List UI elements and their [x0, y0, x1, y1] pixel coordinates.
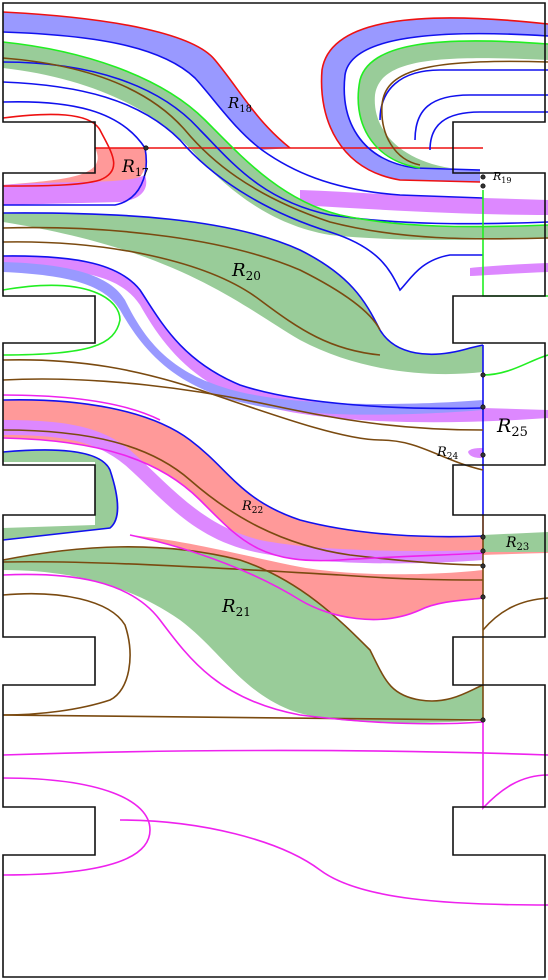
curve-blue — [2, 398, 484, 538]
curve-brown — [2, 358, 484, 471]
region-r19-fill — [300, 190, 548, 215]
curve-brown — [2, 714, 484, 721]
label-r20: R20 — [231, 260, 261, 283]
left-small-green — [3, 449, 118, 540]
curves — [2, 11, 548, 906]
region-labels: R17 R18 R19 R20 R21 R22 R23 R24 R25 — [121, 94, 529, 619]
curve-brown — [482, 597, 548, 631]
label-r19: R19 — [492, 170, 511, 185]
curve-brown — [2, 378, 484, 431]
junction-dot — [480, 548, 486, 554]
region-r22-fill — [3, 399, 548, 561]
curve-blue — [2, 212, 484, 356]
curve-red — [2, 11, 291, 149]
upper-green-band — [3, 42, 548, 240]
curve-brown — [2, 560, 484, 581]
junction-dot — [480, 594, 486, 600]
curve-red — [320, 17, 548, 183]
junction-dot — [480, 404, 486, 410]
curve-blue — [343, 32, 548, 171]
junction-dot — [143, 145, 149, 151]
region-r20-fill — [3, 212, 483, 375]
curve-brown — [2, 592, 131, 716]
region-r21-fill — [3, 546, 483, 723]
hook-green-fill — [358, 40, 548, 168]
curve-green — [482, 354, 548, 376]
region-r24-fill — [468, 448, 483, 458]
curve-brown — [2, 226, 381, 331]
junction-dot — [480, 452, 486, 458]
curve-blue — [429, 111, 548, 151]
curve-red — [2, 113, 115, 187]
curve-magenta — [482, 722, 548, 811]
curve-blue — [2, 61, 548, 225]
curve-blue — [414, 94, 548, 141]
label-r18: R18 — [227, 94, 252, 115]
curve-magenta — [129, 534, 484, 621]
curve-green — [357, 40, 548, 169]
curve-brown — [2, 429, 484, 566]
curve-green — [2, 41, 548, 228]
label-r17: R17 — [121, 157, 149, 179]
curve-brown — [2, 546, 484, 702]
filled-regions — [3, 12, 548, 723]
junction-dot — [480, 372, 486, 378]
curve-magenta — [2, 437, 484, 562]
region-r25-violet-fill — [470, 263, 548, 276]
curve-brown — [2, 241, 381, 356]
region-r22-violet-fill — [3, 420, 483, 564]
curve-brown — [381, 60, 548, 166]
curve-brown — [2, 57, 548, 240]
middle-violet-band — [3, 255, 548, 423]
curve-blue — [379, 69, 548, 121]
label-r22: R22 — [241, 499, 263, 516]
junction-dot — [480, 174, 486, 180]
junction-points — [143, 145, 486, 723]
region-r18-fill — [3, 12, 290, 150]
label-r24: R24 — [436, 445, 459, 462]
curve-green — [2, 284, 121, 356]
junction-dot — [480, 183, 486, 189]
region-r17-fill — [3, 148, 147, 192]
curve-blue — [2, 31, 484, 199]
curve-blue — [2, 81, 483, 292]
middle-blue-band — [3, 262, 483, 415]
curve-magenta — [2, 573, 484, 725]
label-r23: R23 — [505, 535, 529, 553]
label-r21: R21 — [221, 596, 251, 619]
curve-magenta — [119, 819, 548, 906]
curve-blue — [2, 255, 484, 410]
region-r23-fill — [483, 532, 548, 552]
label-r25: R25 — [496, 415, 528, 440]
junction-dot — [480, 717, 486, 723]
curve-magenta — [2, 777, 151, 876]
curve-magenta — [2, 749, 548, 756]
curve-magenta — [2, 394, 161, 421]
curve-blue — [2, 449, 119, 541]
junction-dot — [480, 563, 486, 569]
junction-dot — [480, 534, 486, 540]
curve-blue — [2, 100, 147, 206]
region-r17-violet-fill — [3, 175, 147, 205]
